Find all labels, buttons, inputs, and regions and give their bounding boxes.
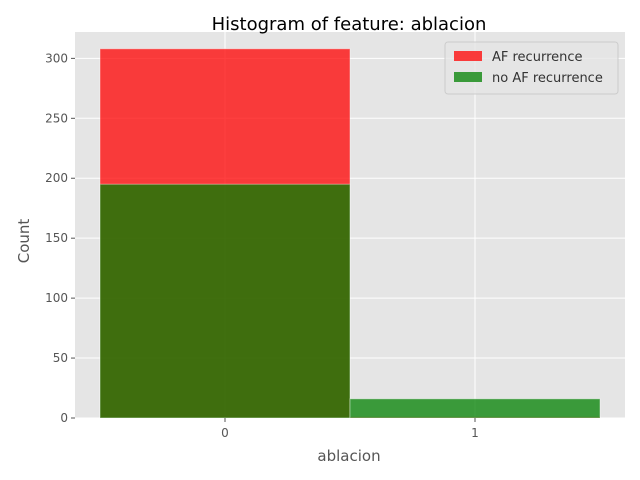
bar-no-af-recurrence-1 (349, 398, 601, 419)
y-tick-label: 150 (45, 231, 68, 245)
legend-swatch (454, 72, 482, 82)
y-tick-label: 200 (45, 171, 68, 185)
y-axis-label: Count (15, 219, 33, 264)
x-tick-label: 1 (471, 426, 479, 440)
y-tick-label: 50 (53, 351, 68, 365)
x-axis-label: ablacion (317, 447, 380, 465)
legend-label: AF recurrence (492, 50, 583, 65)
x-tick-label: 0 (221, 426, 229, 440)
y-axis-ticks: 0 50 100 150 200 250 300 (45, 51, 75, 425)
legend-swatch (454, 51, 482, 61)
legend: AF recurrence no AF recurrence (444, 41, 619, 95)
y-tick-label: 250 (45, 111, 68, 125)
chart-title: Histogram of feature: ablacion (212, 14, 487, 35)
y-tick-label: 300 (45, 51, 68, 65)
y-tick-label: 100 (45, 291, 68, 305)
y-tick-label: 0 (60, 411, 68, 425)
bar-no-af-recurrence-0 (99, 183, 351, 419)
legend-box (444, 41, 619, 95)
legend-label: no AF recurrence (492, 71, 603, 86)
bars (99, 48, 601, 419)
